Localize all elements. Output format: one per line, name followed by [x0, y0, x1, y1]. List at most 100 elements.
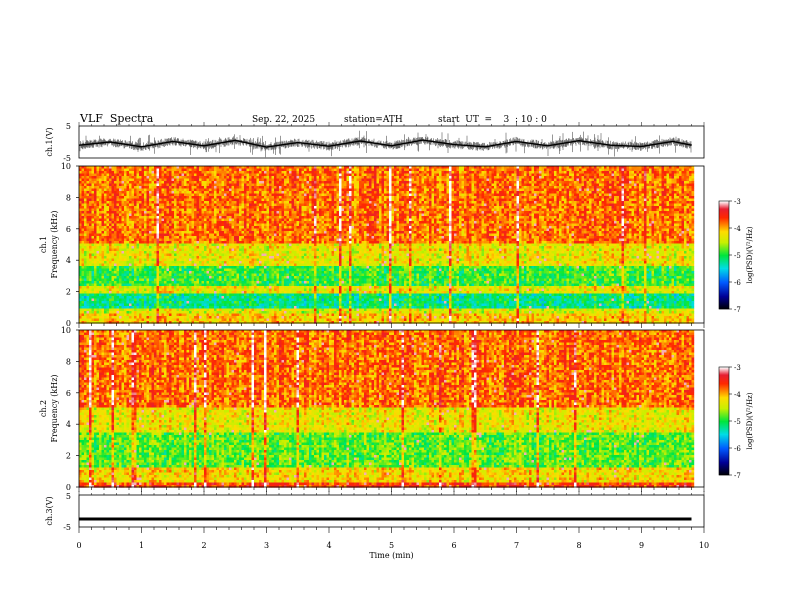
ch1-spectrogram-cell: [279, 196, 282, 199]
ch1-spectrogram-cell: [157, 214, 160, 217]
ch1-spectrogram-cell: [514, 191, 517, 194]
ch1-spectrogram-cell: [244, 214, 247, 217]
ch1-spectrogram-cell: [327, 194, 330, 197]
ch1-spectrogram-cell: [434, 179, 437, 182]
ch1-spectrogram-cell: [309, 189, 312, 192]
ch1-spectrogram-cell: [469, 201, 472, 204]
ch1-spectrogram-cell: [592, 184, 595, 187]
ch1-spectrogram-cell: [244, 211, 247, 214]
ch1-spectrogram-cell: [194, 214, 197, 217]
ch1-spectrogram-cell: [222, 189, 225, 192]
ch1-spectrogram-cell: [624, 189, 627, 192]
ch1-spectrogram-cell: [222, 199, 225, 202]
ch1-spectrogram-cell: [199, 216, 202, 219]
ch1-spectrogram-cell: [149, 184, 152, 187]
ch1-spectrogram-cell: [547, 166, 550, 169]
ch1-spectrogram-cell: [432, 194, 435, 197]
ch1-spectrogram-cell: [497, 184, 500, 187]
ch1-spectrogram-cell: [644, 211, 647, 214]
ch1-spectrogram-cell: [202, 206, 205, 209]
ch1-spectrogram-cell: [107, 194, 110, 197]
ch1-spectrogram-cell: [542, 214, 545, 217]
ch1-spectrogram-cell: [687, 184, 690, 187]
ch1-spectrogram-cell: [169, 184, 172, 187]
ch1-spectrogram-cell: [104, 211, 107, 214]
ch1-spectrogram-cell: [362, 211, 365, 214]
ch1-spectrogram-cell: [152, 191, 155, 194]
ch1-spectrogram-cell: [309, 201, 312, 204]
ch1-spectrogram-cell: [184, 179, 187, 182]
ch1-spectrogram-cell: [692, 194, 695, 197]
ch1-spectrogram-cell: [354, 191, 357, 194]
ch1-spectrogram-cell: [257, 169, 260, 172]
ch1-spectrogram-cell: [354, 189, 357, 192]
ch1-spectrogram-cell: [154, 189, 157, 192]
ch1-spectrogram-cell: [374, 201, 377, 204]
ch1-spectrogram-cell: [262, 169, 265, 172]
ch1-spectrogram-cell: [262, 166, 265, 169]
ch1-spectrogram-cell: [222, 171, 225, 174]
ch1-spectrogram-cell: [434, 174, 437, 177]
ch1-spectrogram-cell: [372, 211, 375, 214]
ch1-spectrogram-cell: [282, 179, 285, 182]
ch1-spectrogram-cell: [677, 174, 680, 177]
ch1-spectrogram-cell: [344, 179, 347, 182]
ch1-spectrogram-cell: [467, 204, 470, 207]
ch1-spectrogram-cell: [144, 171, 147, 174]
ch1-spectrogram-cell: [327, 189, 330, 192]
ch1-spectrogram-cell: [374, 181, 377, 184]
ch1-spectrogram-cell: [552, 196, 555, 199]
ch1-spectrogram-cell: [419, 176, 422, 179]
ch1-spectrogram-cell: [452, 174, 455, 177]
ch1-spectrogram-cell: [322, 209, 325, 212]
ch1-spectrogram-cell: [409, 194, 412, 197]
ch1-spectrogram-cell: [604, 191, 607, 194]
ch1-spectrogram-cell: [212, 184, 215, 187]
ch1-spectrogram-cell: [279, 169, 282, 172]
ch1-spectrogram-cell: [467, 169, 470, 172]
ch1-spectrogram-cell: [364, 214, 367, 217]
ch1-spectrogram-cell: [224, 189, 227, 192]
ch1-spectrogram-cell: [97, 211, 100, 214]
ch1-spectrogram-cell: [429, 211, 432, 214]
ch1-spectrogram-cell: [187, 206, 190, 209]
ch1-spectrogram-cell: [452, 179, 455, 182]
ch1-spectrogram-cell: [249, 206, 252, 209]
ch1-spectrogram-cell: [99, 171, 102, 174]
ch1-spectrogram-cell: [642, 191, 645, 194]
ch1-spectrogram-cell: [439, 196, 442, 199]
ch1-spectrogram-cell: [197, 189, 200, 192]
ch1-spectrogram-cell: [379, 209, 382, 212]
ch1-spectrogram-cell: [437, 199, 440, 202]
ch1-spectrogram-cell: [532, 209, 535, 212]
ch1-spectrogram-cell: [164, 189, 167, 192]
ch1-spectrogram-cell: [457, 184, 460, 187]
ch1-spectrogram-cell: [402, 189, 405, 192]
ch1-spectrogram-cell: [102, 191, 105, 194]
ch1-spectrogram-cell: [367, 169, 370, 172]
ch1-spectrogram-cell: [644, 194, 647, 197]
ch1-spectrogram-cell: [524, 181, 527, 184]
ch1-spectrogram-cell: [554, 186, 557, 189]
ch1-spectrogram-cell: [237, 186, 240, 189]
ch1-spectrogram-cell: [152, 196, 155, 199]
ch1-spectrogram-cell: [352, 169, 355, 172]
ch1-spectrogram-cell: [354, 169, 357, 172]
ch1-spectrogram-cell: [549, 204, 552, 207]
ch1-spectrogram-cell: [189, 166, 192, 169]
ch1-spectrogram-cell: [624, 186, 627, 189]
ch1-spectrogram-cell: [192, 204, 195, 207]
ch1-spectrogram-cell: [452, 169, 455, 172]
ch1-spectrogram-cell: [547, 191, 550, 194]
ch1-spectrogram-cell: [119, 174, 122, 177]
ch1-spectrogram-cell: [399, 179, 402, 182]
ch1-spectrogram-cell: [369, 169, 372, 172]
ch1-spectrogram-cell: [602, 189, 605, 192]
ch1-spectrogram-cell: [137, 169, 140, 172]
ch1-spectrogram-cell: [259, 179, 262, 182]
ch1-spectrogram-cell: [394, 174, 397, 177]
ch1-spectrogram-cell: [329, 196, 332, 199]
ch1-spectrogram-cell: [409, 166, 412, 169]
ch1-spectrogram-cell: [357, 189, 360, 192]
ch1-spectrogram-cell: [617, 194, 620, 197]
